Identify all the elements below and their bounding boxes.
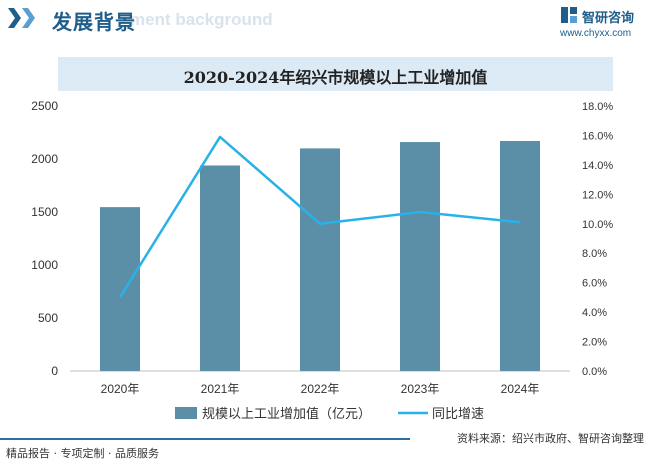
x-tick-label: 2021年 xyxy=(201,382,240,396)
x-tick-label: 2024年 xyxy=(501,382,540,396)
section-title: 发展背景 xyxy=(52,10,136,34)
y-left-tick-label: 1000 xyxy=(31,258,58,272)
y-right-tick-label: 2.0% xyxy=(582,337,607,349)
y-left-tick-label: 2000 xyxy=(31,152,58,166)
footer-divider xyxy=(0,438,410,440)
bar xyxy=(500,140,540,371)
x-tick-label: 2020年 xyxy=(101,382,140,396)
x-tick-label: 2023年 xyxy=(401,382,440,396)
section-header: ment background 发展背景 xyxy=(0,0,652,44)
y-left-tick-label: 1500 xyxy=(31,205,58,219)
legend-label-line: 同比增速 xyxy=(432,406,484,421)
y-right-tick-label: 6.0% xyxy=(582,278,607,290)
y-right-tick-label: 10.0% xyxy=(582,219,613,231)
chart-title: 2020-2024年绍兴市规模以上工业增加值 xyxy=(183,68,488,87)
brand-logo: 智研咨询 www.chyxx.com xyxy=(560,6,640,42)
brand-logo-icon xyxy=(561,7,577,23)
x-tick-label: 2022年 xyxy=(301,382,340,396)
chevron-right-icon xyxy=(22,8,35,28)
y-right-tick-label: 18.0% xyxy=(582,101,613,113)
y-left-tick-label: 2500 xyxy=(31,99,58,113)
chart-title-band: 2020-2024年绍兴市规模以上工业增加值 xyxy=(58,57,613,91)
y-right-tick-label: 16.0% xyxy=(582,130,613,142)
source-note: 资料来源：绍兴市政府、智研咨询整理 xyxy=(457,432,644,445)
footer-tagline: 精品报告 · 专项定制 · 品质服务 xyxy=(6,447,159,460)
legend-swatch-bar xyxy=(175,407,197,419)
brand-url: www.chyxx.com xyxy=(560,28,632,39)
header-watermark-text: ment background xyxy=(130,10,273,29)
y-left-tick-label: 500 xyxy=(38,311,58,325)
bar xyxy=(300,148,340,371)
bar xyxy=(400,142,440,371)
y-right-tick-label: 14.0% xyxy=(582,160,613,172)
y-right-tick-label: 8.0% xyxy=(582,248,607,260)
brand-name: 智研咨询 xyxy=(582,11,635,26)
legend-label-bar: 规模以上工业增加值（亿元） xyxy=(202,406,371,421)
y-right-tick-label: 12.0% xyxy=(582,189,613,201)
chevron-right-icon xyxy=(8,8,21,28)
y-right-tick-label: 0.0% xyxy=(582,366,607,378)
bar xyxy=(100,207,140,371)
y-left-tick-label: 0 xyxy=(51,364,58,378)
bar xyxy=(200,165,240,371)
y-right-tick-label: 4.0% xyxy=(582,307,607,319)
